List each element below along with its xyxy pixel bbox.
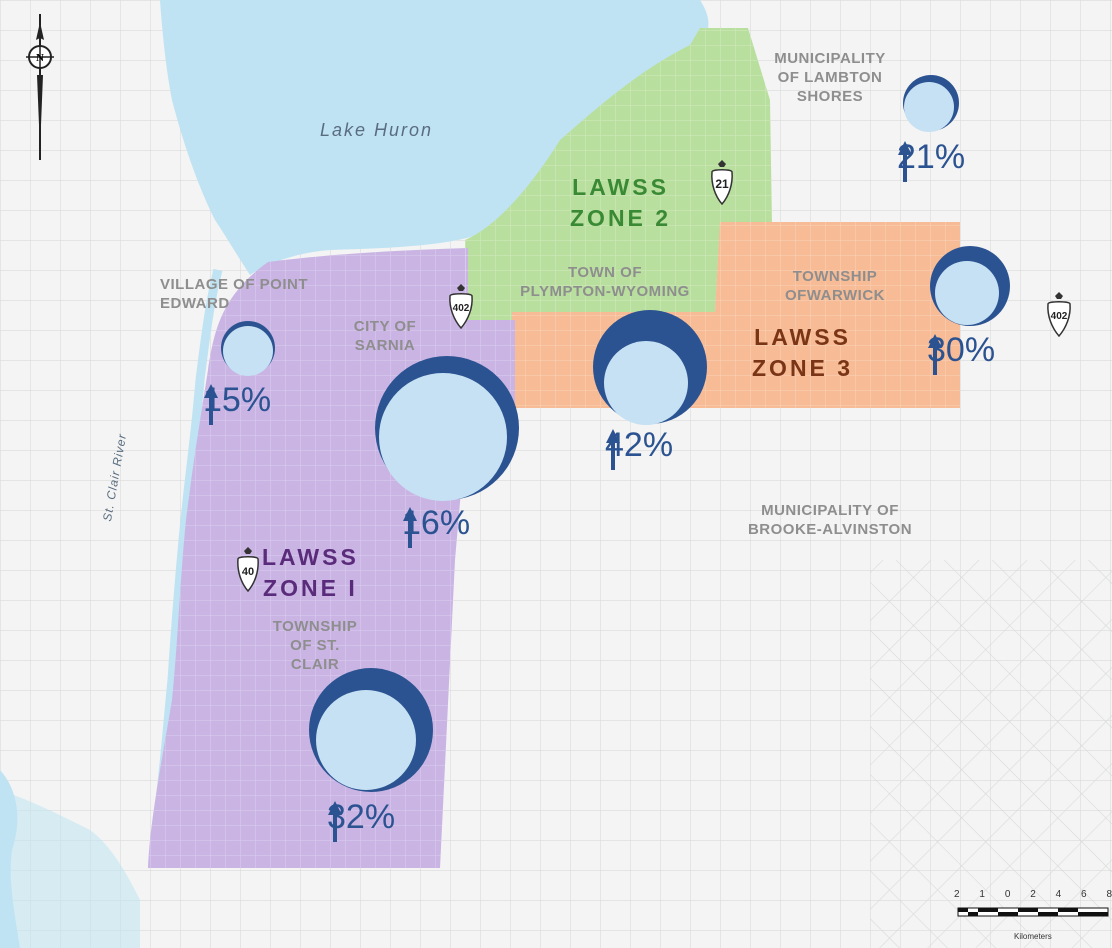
label-sarnia: CITY OF SARNIA [353, 318, 417, 354]
west-shore [0, 770, 20, 948]
growth-label-plympton-wyoming: 42% [605, 428, 673, 470]
growth-circle-point-edward [221, 321, 275, 376]
growth-label-point-edward: 15% [203, 383, 271, 425]
zone-1-label: LAWSS ZONE I [262, 544, 359, 602]
highway-402-shield-icon: 402 [449, 284, 473, 330]
lake-huron [160, 0, 709, 275]
label-brooke-alvinston: MUNICIPALITY OF BROOKE-ALVINSTON [747, 502, 913, 538]
up-arrow-icon [928, 334, 942, 375]
highway-402-east-shield-icon: 402 [1047, 292, 1071, 338]
zone-2-label: LAWSS ZONE 2 [570, 174, 672, 232]
north-arrow-icon: N [26, 14, 54, 160]
growth-label-st-clair: 32% [327, 800, 395, 842]
zone-3-label: LAWSS ZONE 3 [752, 324, 854, 382]
st-clair-river [155, 268, 223, 801]
growth-label-sarnia: 16% [402, 506, 470, 548]
highway-40-shield-icon: 40 [237, 547, 259, 593]
river-delta [0, 790, 140, 948]
growth-circle-sarnia [375, 356, 519, 501]
svg-text:402: 402 [1051, 311, 1068, 322]
road-grid-diagonal [870, 560, 1112, 948]
svg-text:40: 40 [242, 566, 254, 578]
lake-huron-label: Lake Huron [320, 120, 434, 140]
zone-2-roads [465, 28, 772, 320]
up-arrow-icon [204, 384, 218, 425]
scale-bar-unit: Kilometers [1014, 932, 1052, 941]
growth-circle-st-clair [309, 668, 433, 792]
up-arrow-icon [898, 141, 912, 182]
up-arrow-icon [328, 801, 342, 842]
svg-text:N: N [36, 52, 44, 64]
svg-text:21: 21 [715, 177, 729, 191]
label-point-edward: VILLAGE OF POINT EDWARD [160, 276, 309, 312]
label-st-clair: TOWNSHIP OF ST. CLAIR [272, 618, 358, 673]
up-arrow-icon [606, 429, 620, 470]
growth-circle-lambton-shores [903, 75, 959, 132]
scale-bar-ticks: 2 1 0 2 4 6 8 [954, 889, 1112, 900]
highway-21-shield-icon: 21 [711, 160, 733, 206]
svg-text:402: 402 [453, 303, 470, 314]
growth-label-lambton-shores: 21% [897, 140, 965, 182]
growth-label-warwick: 30% [927, 333, 995, 375]
growth-circle-warwick [930, 246, 1010, 326]
up-arrow-icon [403, 507, 417, 548]
growth-circle-plympton-wyoming [593, 310, 707, 425]
label-plympton-wyoming: TOWN OF PLYMPTON-WYOMING [520, 264, 690, 300]
label-warwick: TOWNSHIP OFWARWICK [784, 268, 886, 304]
label-lambton-shores: MUNICIPALITY OF LAMBTON SHORES [774, 50, 886, 105]
scale-bar [957, 907, 1109, 917]
